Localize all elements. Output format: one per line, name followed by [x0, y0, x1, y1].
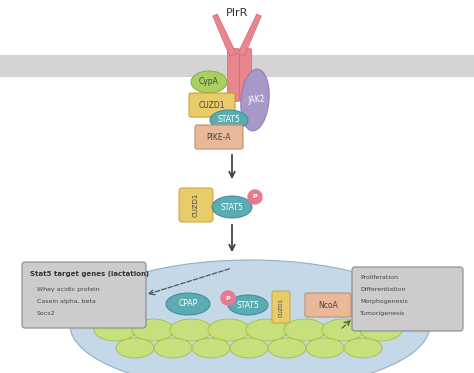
Text: Stat5 target genes (lactation): Stat5 target genes (lactation): [30, 271, 149, 277]
FancyBboxPatch shape: [179, 188, 213, 222]
Ellipse shape: [230, 338, 268, 358]
FancyBboxPatch shape: [228, 48, 239, 101]
Ellipse shape: [70, 260, 430, 373]
Ellipse shape: [154, 338, 192, 358]
Text: Tumorigenesis: Tumorigenesis: [360, 311, 405, 316]
Text: PIKE-A: PIKE-A: [207, 132, 231, 141]
Text: STAT5: STAT5: [237, 301, 259, 310]
Circle shape: [221, 291, 235, 305]
Text: Proliferation: Proliferation: [360, 275, 398, 280]
Text: JAK2: JAK2: [248, 95, 266, 105]
Ellipse shape: [208, 319, 250, 341]
FancyBboxPatch shape: [22, 262, 146, 328]
FancyBboxPatch shape: [272, 291, 290, 323]
Text: Whey acidic protein: Whey acidic protein: [37, 287, 100, 292]
Ellipse shape: [132, 319, 174, 341]
Text: Socs2: Socs2: [37, 311, 55, 316]
Ellipse shape: [212, 196, 252, 218]
FancyBboxPatch shape: [239, 48, 252, 101]
Text: Morphogenesis: Morphogenesis: [360, 299, 408, 304]
Text: CPAP: CPAP: [178, 300, 198, 308]
Ellipse shape: [306, 338, 344, 358]
Text: CUZD1: CUZD1: [199, 100, 225, 110]
FancyBboxPatch shape: [305, 293, 351, 317]
Text: NcoA: NcoA: [318, 301, 338, 310]
PathPatch shape: [213, 14, 236, 56]
Ellipse shape: [166, 293, 210, 315]
Text: CypA: CypA: [199, 78, 219, 87]
Text: Casein alpha, beta: Casein alpha, beta: [37, 299, 96, 304]
Circle shape: [248, 190, 262, 204]
FancyBboxPatch shape: [352, 267, 463, 331]
Ellipse shape: [268, 338, 306, 358]
Ellipse shape: [246, 319, 288, 341]
Ellipse shape: [192, 338, 230, 358]
Ellipse shape: [94, 319, 136, 341]
Ellipse shape: [116, 338, 154, 358]
Ellipse shape: [241, 69, 269, 131]
Bar: [0, 55, 474, 77]
Text: Differentiation: Differentiation: [360, 287, 405, 292]
Ellipse shape: [322, 319, 364, 341]
Text: STAT5: STAT5: [218, 116, 240, 125]
Ellipse shape: [284, 319, 326, 341]
Text: CUZD1: CUZD1: [193, 193, 199, 217]
Ellipse shape: [360, 319, 402, 341]
Text: P: P: [226, 295, 230, 301]
Ellipse shape: [170, 319, 212, 341]
Ellipse shape: [228, 295, 268, 315]
Text: STAT5: STAT5: [220, 203, 244, 211]
Ellipse shape: [210, 110, 248, 130]
Text: PIrR: PIrR: [226, 8, 248, 18]
Ellipse shape: [191, 71, 227, 93]
Text: CUZD1: CUZD1: [279, 297, 283, 317]
Text: P: P: [253, 194, 257, 200]
PathPatch shape: [238, 14, 261, 56]
FancyBboxPatch shape: [195, 125, 243, 149]
FancyBboxPatch shape: [189, 93, 235, 117]
Ellipse shape: [344, 338, 382, 358]
